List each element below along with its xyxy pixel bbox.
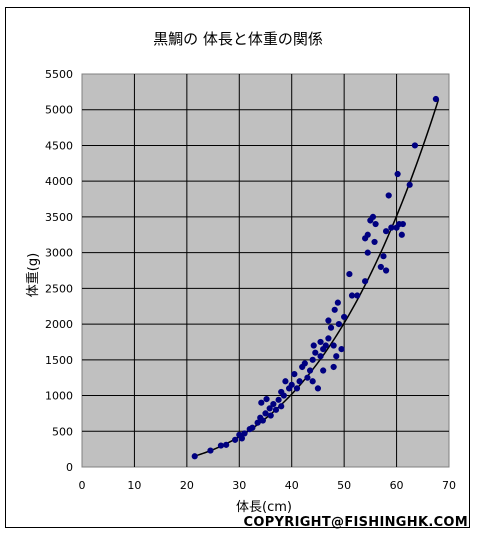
y-tick-labels: 0 500 1000 1500 2000 2500 3000 3500 4000 4500 5000…	[45, 68, 73, 474]
data-point	[320, 367, 327, 374]
data-point	[309, 356, 316, 363]
data-point	[330, 363, 337, 371]
data-point	[398, 231, 405, 238]
data-point	[217, 442, 225, 449]
x-tick-label: 40	[285, 479, 299, 492]
data-point	[238, 435, 246, 442]
x-tick-label: 60	[390, 479, 404, 492]
data-point	[334, 299, 341, 306]
data-point	[385, 192, 392, 199]
data-point	[331, 306, 338, 313]
data-point	[333, 353, 340, 360]
data-point	[371, 238, 378, 246]
data-point	[382, 267, 390, 274]
data-point	[278, 403, 285, 410]
data-point	[301, 360, 308, 367]
data-point	[314, 385, 322, 392]
data-point	[223, 441, 230, 448]
y-tick-label: 5000	[45, 104, 73, 117]
chart-title: 黒鯛の 体長と体重の関係	[153, 30, 323, 48]
y-tick-label: 4000	[45, 175, 73, 188]
y-tick-label: 1000	[45, 390, 73, 403]
data-point	[296, 378, 303, 385]
y-tick-label: 5500	[45, 68, 73, 81]
y-axis-label: 体重(g)	[25, 253, 41, 297]
data-point	[191, 453, 198, 460]
data-point	[362, 278, 369, 285]
data-point	[266, 405, 273, 412]
y-tick-label: 2500	[45, 282, 73, 295]
y-tick-label: 3500	[45, 211, 73, 224]
data-point	[249, 424, 256, 431]
data-point	[346, 270, 353, 278]
data-point	[382, 228, 390, 235]
data-point	[263, 396, 270, 403]
data-point	[254, 419, 261, 426]
data-point	[354, 292, 361, 299]
data-point	[270, 401, 277, 408]
x-axis-label: 体長(cm)	[236, 500, 292, 515]
data-point	[325, 335, 332, 342]
data-point	[317, 353, 324, 360]
data-point	[258, 399, 265, 406]
x-tick-labels: 0 10 20 30 40 50 60 70	[79, 479, 457, 492]
grid-lines	[82, 74, 449, 467]
data-point	[231, 436, 239, 443]
data-point	[325, 317, 332, 324]
data-point	[364, 231, 371, 238]
y-tick-label: 2000	[45, 318, 73, 331]
data-point	[241, 430, 248, 437]
data-point	[394, 170, 401, 178]
data-point	[364, 249, 371, 256]
data-point	[288, 381, 295, 388]
data-point	[380, 253, 387, 260]
data-point	[309, 378, 316, 385]
x-tick-label: 10	[127, 479, 141, 492]
data-point	[262, 410, 269, 417]
data-point	[338, 346, 345, 353]
data-point	[327, 324, 335, 331]
data-point	[278, 388, 285, 396]
data-point	[399, 220, 406, 228]
data-point	[330, 342, 337, 349]
x-tick-label: 70	[442, 479, 456, 492]
data-point	[341, 313, 348, 321]
y-tick-label: 3000	[45, 247, 73, 260]
copyright-notice: COPYRIGHT@FISHINGHK.COM	[244, 515, 468, 530]
data-point	[432, 95, 439, 103]
data-point	[259, 417, 266, 424]
data-point	[335, 320, 342, 328]
data-point	[348, 292, 356, 299]
data-point	[291, 371, 298, 378]
data-point	[317, 338, 324, 346]
y-tick-label: 0	[66, 461, 73, 474]
x-tick-label: 20	[180, 479, 194, 492]
data-point	[369, 213, 377, 221]
x-tick-label: 0	[79, 479, 86, 492]
x-tick-label: 50	[337, 479, 351, 492]
data-point	[322, 342, 329, 349]
data-point	[272, 406, 280, 413]
data-point	[372, 220, 379, 228]
data-point	[406, 181, 413, 188]
y-tick-label: 1500	[45, 354, 73, 367]
data-point	[275, 396, 282, 403]
y-tick-label: 500	[52, 425, 73, 438]
data-point	[388, 224, 395, 231]
data-points	[191, 95, 439, 460]
data-point	[411, 142, 419, 149]
data-point	[282, 378, 289, 385]
data-point	[310, 342, 317, 349]
x-tick-label: 30	[232, 479, 246, 492]
data-point	[293, 385, 301, 392]
y-tick-label: 4500	[45, 139, 73, 152]
data-point	[207, 447, 214, 454]
plot-area	[81, 73, 450, 468]
data-point	[377, 263, 384, 271]
data-point	[304, 374, 311, 381]
data-point	[312, 349, 319, 356]
data-point	[306, 367, 314, 374]
data-point	[267, 412, 274, 419]
